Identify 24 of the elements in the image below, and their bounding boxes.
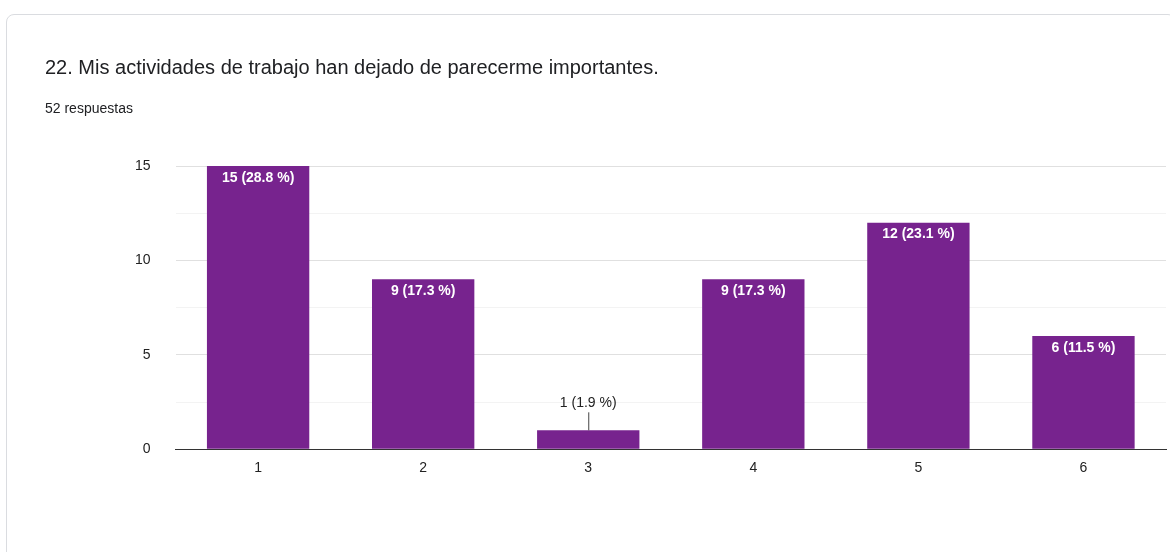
- bar: [537, 430, 640, 449]
- bar: [702, 279, 805, 449]
- data-label: 9 (17.3 %): [390, 282, 456, 299]
- x-tick-label: 5: [914, 459, 923, 476]
- y-tick-label: 15: [134, 156, 151, 173]
- chart-subtitle: 52 respuestas: [45, 100, 133, 116]
- y-tick-label: 0: [142, 440, 151, 457]
- data-label: 1 (1.9 %): [559, 394, 617, 411]
- data-label: 6 (11.5 %): [1051, 338, 1116, 355]
- bar: [867, 222, 970, 449]
- x-tick-label: 2: [419, 459, 428, 476]
- bar: [206, 166, 310, 449]
- x-tick-label: 3: [584, 459, 593, 476]
- data-label: 15 (28.8 %): [221, 168, 295, 185]
- data-label: 9 (17.3 %): [721, 282, 786, 299]
- y-tick-label: 10: [134, 251, 151, 268]
- y-tick-label: 5: [142, 345, 151, 362]
- chart-title: 22. Mis actividades de trabajo han dejado de parecerme importantes.: [45, 56, 659, 79]
- bar: [1032, 335, 1135, 449]
- bar: [372, 279, 475, 449]
- x-tick-label: 1: [254, 459, 263, 476]
- x-tick-label: 4: [749, 459, 758, 476]
- x-tick-label: 6: [1079, 459, 1088, 476]
- data-label: 12 (23.1 %): [882, 225, 955, 242]
